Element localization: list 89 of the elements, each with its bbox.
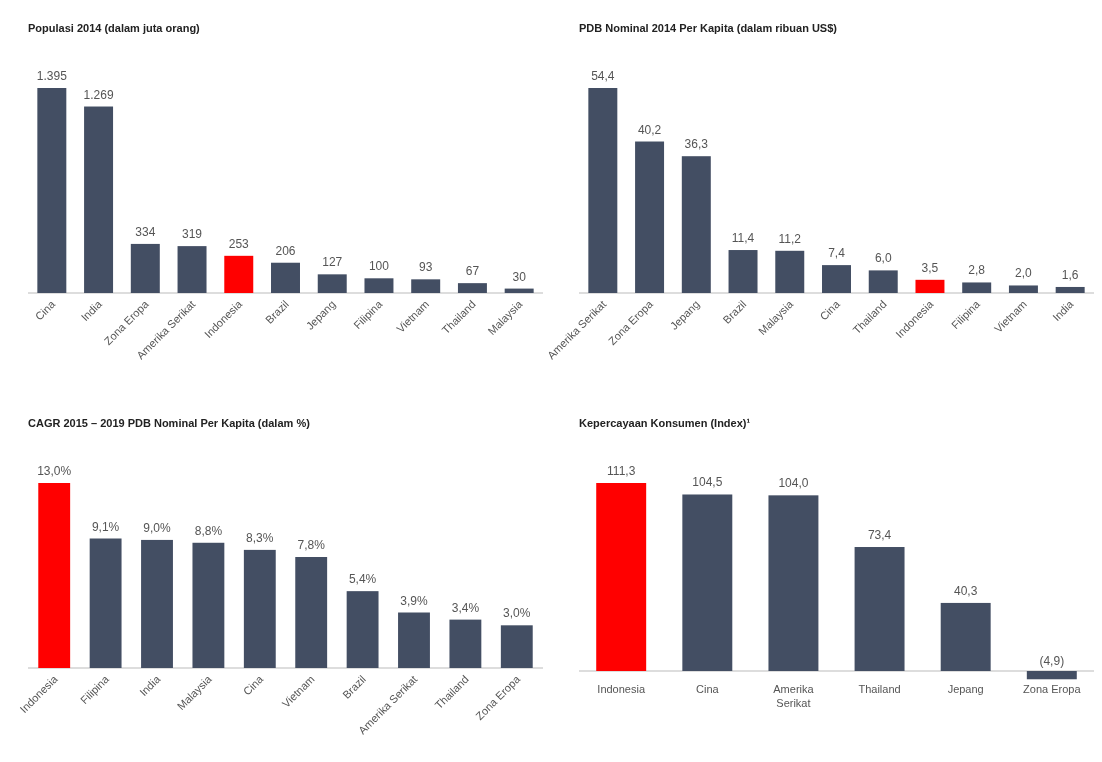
data-label: 104,0 <box>778 476 809 491</box>
data-label: 9,0% <box>143 520 172 535</box>
bar <box>1026 671 1077 680</box>
data-label: 104,5 <box>692 475 723 490</box>
bar <box>317 274 347 293</box>
data-label: 334 <box>135 224 156 239</box>
bar <box>449 619 482 668</box>
data-label: 111,3 <box>607 464 636 478</box>
data-label: 253 <box>228 236 250 251</box>
x-tick-label: Cina <box>240 672 266 698</box>
data-label: 8,3% <box>246 530 274 545</box>
data-label: 5,4% <box>348 572 377 587</box>
bar <box>854 547 905 671</box>
data-label: 8,8% <box>194 523 223 538</box>
bar <box>768 495 819 671</box>
bar <box>38 483 71 668</box>
data-label: 100 <box>368 259 390 274</box>
data-label: 36,3 <box>684 137 709 152</box>
chart-title: PDB Nominal 2014 Per Kapita (dalam ribuan US$) <box>579 22 838 34</box>
bar <box>295 557 328 668</box>
data-label: 127 <box>322 255 343 270</box>
bar <box>500 625 533 668</box>
data-label: 1,6 <box>1061 267 1079 282</box>
x-tick-label: Cina <box>696 683 720 695</box>
bar <box>915 279 945 293</box>
bar <box>962 282 992 293</box>
bar <box>940 602 991 671</box>
data-label: 40,2 <box>637 122 662 137</box>
x-tick-label: Jepang <box>947 683 984 695</box>
bar <box>504 288 534 293</box>
data-label: 13,0% <box>37 464 72 478</box>
data-label: 30 <box>512 269 527 284</box>
data-label: (4,9) <box>1039 654 1065 668</box>
bar <box>346 591 379 668</box>
bar <box>192 542 225 668</box>
chart-title: CAGR 2015 – 2019 PDB Nominal Per Kapita (dalam %) <box>28 417 311 429</box>
data-label: 319 <box>182 227 203 242</box>
bar <box>398 612 430 668</box>
data-label: 54,4 <box>591 69 615 83</box>
data-label: 7,4 <box>828 246 846 261</box>
data-label: 1.395 <box>36 69 68 83</box>
x-tick-label: Thailand <box>858 683 901 695</box>
bar <box>635 141 665 293</box>
data-label: 73,4 <box>867 528 892 543</box>
bar <box>588 88 618 293</box>
bar <box>84 106 114 293</box>
bar <box>411 279 441 293</box>
x-tick-label: Cina <box>32 297 58 323</box>
x-tick-label: Indonesia <box>597 683 646 695</box>
bar <box>37 88 67 293</box>
bar <box>682 494 733 671</box>
bar <box>775 250 805 293</box>
data-label: 93 <box>419 260 433 275</box>
bar <box>868 270 898 293</box>
data-label: 2,0 <box>1015 266 1033 281</box>
x-tick-label: Amerika Serikat <box>773 683 815 709</box>
data-label: 206 <box>275 243 296 258</box>
bar <box>596 483 647 671</box>
data-label: 3,9% <box>400 593 428 608</box>
data-label: 40,3 <box>954 583 978 598</box>
bar <box>364 278 394 293</box>
data-label: 3,0% <box>503 606 531 621</box>
bar <box>243 549 276 668</box>
data-label: 11,2 <box>778 231 802 246</box>
data-label: 6,0 <box>874 251 892 266</box>
data-label: 3,5 <box>921 260 939 275</box>
data-label: 1.269 <box>83 87 114 102</box>
x-tick-label: Zona Eropa <box>1023 683 1082 695</box>
bar <box>141 539 173 668</box>
bar <box>681 156 711 293</box>
bar <box>89 538 122 668</box>
data-label: 3,4% <box>451 600 480 615</box>
bar <box>1055 286 1085 293</box>
data-label: 9,1% <box>91 519 120 534</box>
data-label: 2,8 <box>968 263 986 278</box>
data-label: 67 <box>465 264 480 279</box>
bar <box>728 250 758 293</box>
chart-title: Populasi 2014 (dalam juta orang) <box>28 22 201 34</box>
chart-title: Kepercayaan Konsumen (Index)¹ <box>579 417 751 429</box>
data-label: 7,8% <box>297 538 326 552</box>
data-label: 11,4 <box>731 231 755 246</box>
bar <box>224 255 254 293</box>
bar <box>457 283 487 293</box>
x-tick-label: Cina <box>817 297 843 323</box>
bar <box>130 243 160 293</box>
bar <box>177 246 207 293</box>
bar <box>1008 285 1038 293</box>
bar <box>271 262 300 293</box>
bar <box>822 265 851 293</box>
